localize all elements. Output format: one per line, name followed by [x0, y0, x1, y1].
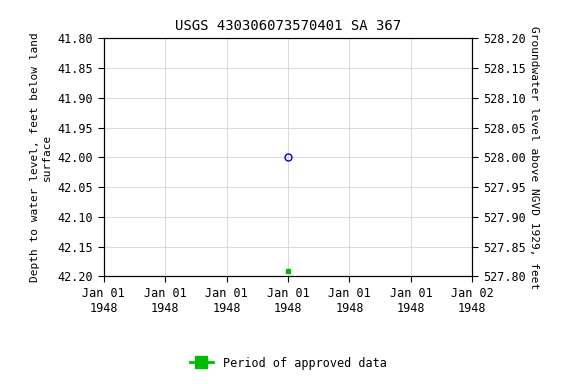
Y-axis label: Groundwater level above NGVD 1929, feet: Groundwater level above NGVD 1929, feet — [529, 26, 539, 289]
Legend: Period of approved data: Period of approved data — [185, 352, 391, 374]
Y-axis label: Depth to water level, feet below land
surface: Depth to water level, feet below land su… — [31, 33, 52, 282]
Title: USGS 430306073570401 SA 367: USGS 430306073570401 SA 367 — [175, 19, 401, 33]
